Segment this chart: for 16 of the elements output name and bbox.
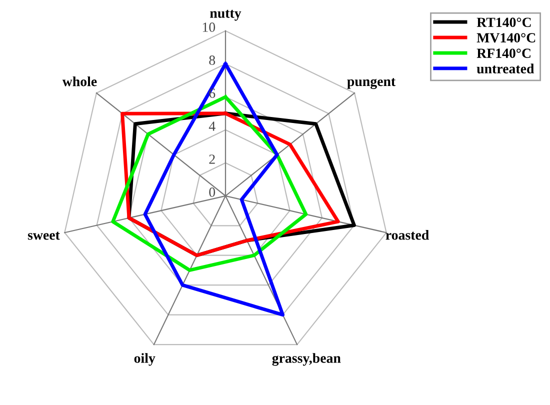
- legend-label: RF140°C: [476, 48, 530, 58]
- y-tick-label: 2: [209, 154, 215, 164]
- spoke-label: roasted: [386, 230, 429, 240]
- legend-label: untreated: [476, 64, 534, 74]
- y-tick-label: 0: [209, 188, 216, 197]
- legend-label: MV140°C: [476, 33, 536, 43]
- spoke-label: nutty: [210, 10, 242, 21]
- spoke-label: pungent: [347, 78, 396, 90]
- spoke-label: sweet: [28, 232, 60, 240]
- spoke-label: oily: [134, 353, 156, 366]
- legend-label: RT140°C: [476, 18, 531, 28]
- spoke-label: grassy,bean: [272, 353, 341, 366]
- y-tick-label: 4: [208, 122, 216, 131]
- spoke-label: whole: [62, 76, 97, 86]
- y-tick-label: 10: [202, 22, 216, 32]
- y-tick-label: 8: [209, 56, 216, 65]
